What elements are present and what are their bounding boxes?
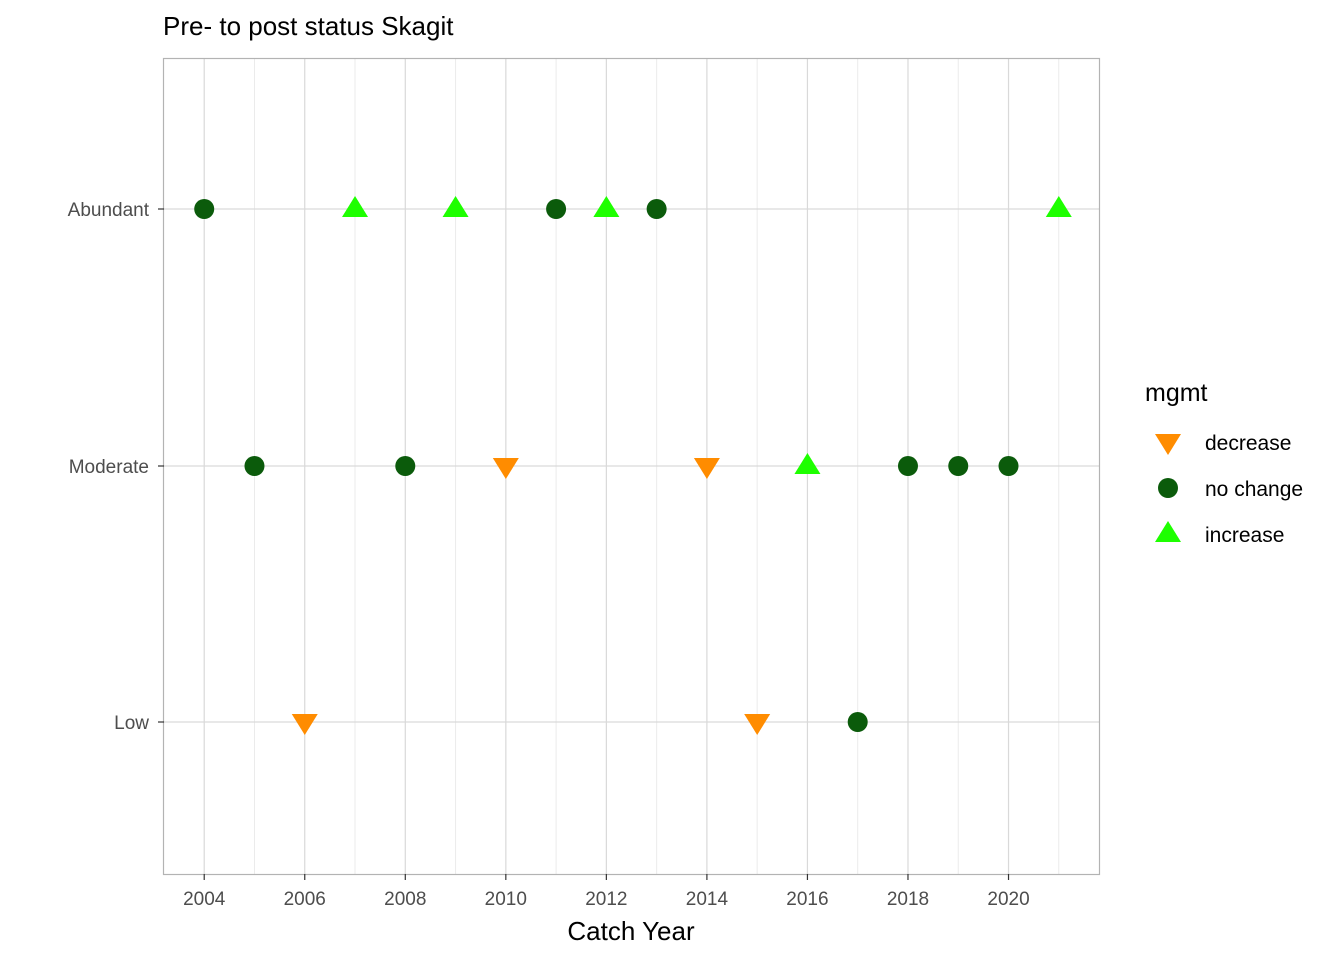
x-tick-label: 2020 [987, 889, 1029, 910]
data-points [194, 196, 1072, 735]
y-tick-label: Abundant [68, 200, 150, 221]
chart-title: Pre- to post status Skagit [163, 11, 454, 41]
legend-label: no change [1205, 478, 1303, 501]
legend-key-no_change [1158, 478, 1178, 498]
legend: mgmt decrease no change increase [1145, 379, 1303, 547]
data-point-2018 [897, 456, 918, 476]
x-tick-label: 2016 [786, 889, 828, 910]
y-tick-label: Low [114, 713, 149, 734]
legend-label: decrease [1205, 432, 1291, 455]
data-point-2016 [794, 453, 821, 474]
data-point-2020 [998, 456, 1019, 476]
data-point-2008 [395, 456, 416, 476]
data-point-2021 [1045, 196, 1072, 217]
data-point-2017 [847, 712, 868, 732]
x-axis: 2004 2006 2008 2010 2012 2014 2016 2018 2020 [183, 874, 1030, 910]
x-tick-label: 2004 [183, 889, 226, 910]
data-point-2009 [442, 196, 469, 217]
data-point-2005 [244, 456, 265, 476]
x-axis-title: Catch Year [567, 916, 695, 946]
data-point-2015 [744, 714, 771, 735]
legend-label: increase [1205, 524, 1284, 547]
data-point-2011 [546, 199, 567, 219]
data-point-2004 [194, 199, 215, 219]
x-tick-label: 2018 [887, 889, 929, 910]
legend-title: mgmt [1145, 379, 1208, 407]
data-point-2013 [646, 199, 667, 219]
data-point-2019 [948, 456, 969, 476]
x-tick-label: 2006 [284, 889, 326, 910]
data-point-2010 [492, 458, 519, 479]
x-tick-label: 2012 [585, 889, 627, 910]
legend-key-decrease [1155, 434, 1181, 455]
x-tick-label: 2010 [485, 889, 527, 910]
y-axis: Low Moderate Abundant [68, 200, 164, 734]
data-point-2014 [693, 458, 720, 479]
x-tick-label: 2008 [384, 889, 426, 910]
data-point-2007 [342, 196, 369, 217]
x-tick-label: 2014 [686, 889, 729, 910]
data-point-2006 [291, 714, 318, 735]
legend-key-increase [1155, 521, 1181, 542]
data-point-2012 [593, 196, 620, 217]
y-tick-label: Moderate [69, 457, 149, 478]
